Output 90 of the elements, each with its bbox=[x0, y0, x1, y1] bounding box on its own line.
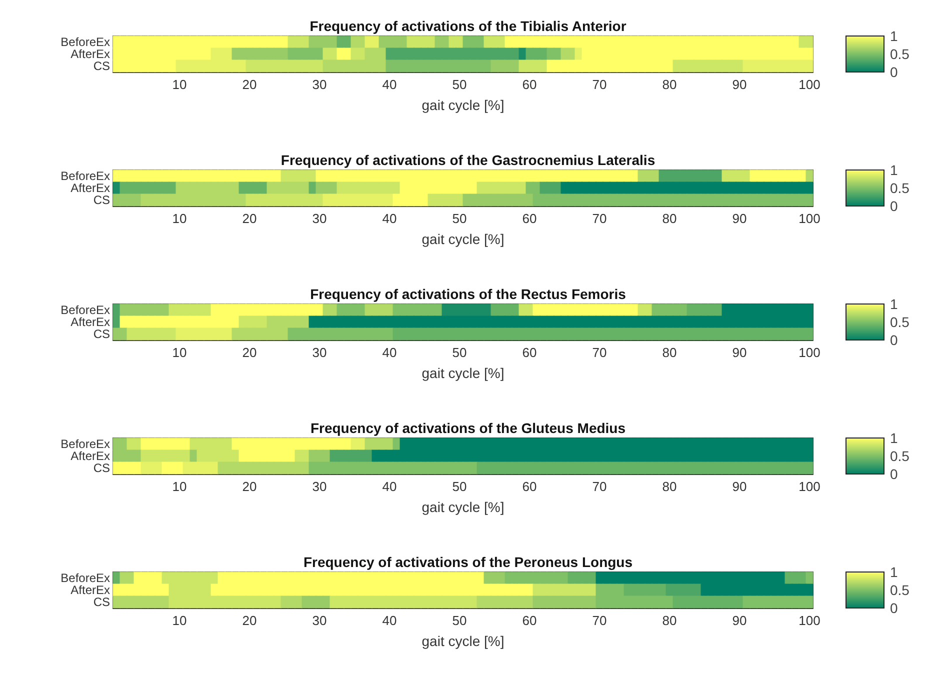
x-tick-label: 60 bbox=[522, 77, 537, 92]
x-tick-label: 60 bbox=[522, 613, 537, 628]
x-axis-title: gait cycle [%] bbox=[422, 97, 504, 113]
y-tick-label: BeforeEx bbox=[60, 35, 110, 49]
x-tick-label: 80 bbox=[662, 211, 677, 226]
x-tick-label: 20 bbox=[242, 479, 257, 494]
color-bar-label: 0.5 bbox=[890, 180, 910, 196]
x-tick-label: 40 bbox=[382, 211, 397, 226]
x-tick-label: 90 bbox=[732, 77, 747, 92]
x-tick-label: 40 bbox=[382, 345, 397, 360]
x-tick-label: 20 bbox=[242, 77, 257, 92]
x-axis-title: gait cycle [%] bbox=[422, 633, 504, 649]
x-tick-label: 40 bbox=[382, 613, 397, 628]
x-tick-label: 80 bbox=[662, 77, 677, 92]
color-bar-label: 0 bbox=[890, 600, 898, 616]
x-tick-label: 90 bbox=[732, 613, 747, 628]
x-tick-label: 50 bbox=[452, 77, 467, 92]
x-tick-label: 100 bbox=[798, 77, 820, 92]
x-tick-label: 70 bbox=[592, 345, 607, 360]
y-tick-label: AfterEx bbox=[70, 47, 110, 61]
y-tick-label: CS bbox=[93, 461, 110, 475]
color-bar-label: 0 bbox=[890, 466, 898, 482]
chart-title: Frequency of activations of the Rectus Femoris bbox=[310, 286, 626, 302]
y-tick-label: CS bbox=[93, 327, 110, 341]
y-tick-label: AfterEx bbox=[70, 449, 110, 463]
y-tick-label: CS bbox=[93, 595, 110, 609]
x-tick-label: 50 bbox=[452, 211, 467, 226]
color-bar-label: 1 bbox=[890, 28, 898, 44]
x-axis-title: gait cycle [%] bbox=[422, 231, 504, 247]
x-tick-label: 30 bbox=[312, 479, 327, 494]
x-axis-title: gait cycle [%] bbox=[422, 499, 504, 515]
x-tick-label: 40 bbox=[382, 77, 397, 92]
y-tick-label: AfterEx bbox=[70, 181, 110, 195]
x-tick-label: 80 bbox=[662, 613, 677, 628]
y-tick-label: AfterEx bbox=[70, 315, 110, 329]
x-tick-label: 100 bbox=[798, 479, 820, 494]
color-bar-label: 1 bbox=[890, 564, 898, 580]
color-bar-label: 0.5 bbox=[890, 582, 910, 598]
x-tick-label: 80 bbox=[662, 345, 677, 360]
color-bar-label: 0.5 bbox=[890, 46, 910, 62]
x-tick-label: 20 bbox=[242, 345, 257, 360]
x-tick-label: 20 bbox=[242, 211, 257, 226]
x-tick-label: 100 bbox=[798, 211, 820, 226]
x-tick-label: 50 bbox=[452, 479, 467, 494]
x-tick-label: 40 bbox=[382, 479, 397, 494]
y-tick-label: AfterEx bbox=[70, 583, 110, 597]
color-bar-label: 1 bbox=[890, 162, 898, 178]
y-tick-label: CS bbox=[93, 193, 110, 207]
x-tick-label: 70 bbox=[592, 479, 607, 494]
color-bar-label: 1 bbox=[890, 430, 898, 446]
chart-title: Frequency of activations of the Tibialis Anterior bbox=[310, 18, 627, 34]
x-tick-label: 70 bbox=[592, 211, 607, 226]
x-tick-label: 30 bbox=[312, 345, 327, 360]
x-tick-label: 20 bbox=[242, 613, 257, 628]
y-tick-label: BeforeEx bbox=[60, 437, 110, 451]
color-bar-label: 1 bbox=[890, 296, 898, 312]
x-tick-label: 80 bbox=[662, 479, 677, 494]
x-tick-label: 60 bbox=[522, 479, 537, 494]
x-tick-label: 30 bbox=[312, 211, 327, 226]
x-tick-label: 60 bbox=[522, 345, 537, 360]
color-bar-label: 0 bbox=[890, 198, 898, 214]
x-tick-label: 70 bbox=[592, 613, 607, 628]
x-tick-label: 10 bbox=[172, 77, 187, 92]
y-tick-label: BeforeEx bbox=[60, 571, 110, 585]
x-tick-label: 70 bbox=[592, 77, 607, 92]
color-bar-label: 0 bbox=[890, 64, 898, 80]
y-tick-label: CS bbox=[93, 59, 110, 73]
chart-title: Frequency of activations of the Gastrocnemius Lateralis bbox=[280, 152, 656, 168]
x-tick-label: 10 bbox=[172, 211, 187, 226]
x-tick-label: 60 bbox=[522, 211, 537, 226]
chart-title: Frequency of activations of the Peroneus Longus bbox=[303, 554, 633, 570]
x-tick-label: 90 bbox=[732, 211, 747, 226]
color-bar-label: 0.5 bbox=[890, 448, 910, 464]
x-tick-label: 90 bbox=[732, 479, 747, 494]
x-tick-label: 10 bbox=[172, 479, 187, 494]
x-tick-label: 100 bbox=[798, 613, 820, 628]
x-tick-label: 100 bbox=[798, 345, 820, 360]
color-bar-label: 0 bbox=[890, 332, 898, 348]
x-tick-label: 50 bbox=[452, 345, 467, 360]
x-axis-title: gait cycle [%] bbox=[422, 365, 504, 381]
x-tick-label: 50 bbox=[452, 613, 467, 628]
x-tick-label: 30 bbox=[312, 77, 327, 92]
y-tick-label: BeforeEx bbox=[60, 169, 110, 183]
x-tick-label: 10 bbox=[172, 613, 187, 628]
x-tick-label: 10 bbox=[172, 345, 187, 360]
x-tick-label: 90 bbox=[732, 345, 747, 360]
x-tick-label: 30 bbox=[312, 613, 327, 628]
chart-title: Frequency of activations of the Gluteus Medius bbox=[310, 420, 626, 436]
y-tick-label: BeforeEx bbox=[60, 303, 110, 317]
color-bar-label: 0.5 bbox=[890, 314, 910, 330]
